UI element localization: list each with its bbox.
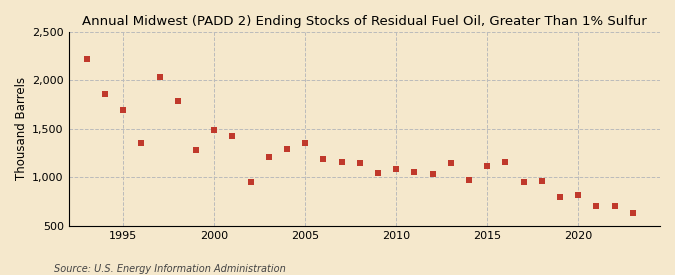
Point xyxy=(482,164,493,168)
Point xyxy=(409,169,420,174)
Point xyxy=(537,179,547,183)
Point xyxy=(300,141,310,146)
Point xyxy=(82,57,92,61)
Point xyxy=(627,211,638,216)
Point xyxy=(555,195,566,199)
Point xyxy=(518,180,529,185)
Point xyxy=(427,171,438,176)
Point xyxy=(190,148,201,152)
Point xyxy=(136,141,147,146)
Point xyxy=(572,193,583,197)
Point xyxy=(336,160,347,164)
Point xyxy=(464,178,475,183)
Point xyxy=(245,180,256,185)
Point xyxy=(227,133,238,138)
Point xyxy=(118,107,129,112)
Point xyxy=(591,204,601,209)
Point xyxy=(391,166,402,171)
Title: Annual Midwest (PADD 2) Ending Stocks of Residual Fuel Oil, Greater Than 1% Sulf: Annual Midwest (PADD 2) Ending Stocks of… xyxy=(82,15,647,28)
Point xyxy=(100,92,111,96)
Point xyxy=(318,157,329,161)
Point xyxy=(263,155,274,159)
Point xyxy=(209,128,219,132)
Point xyxy=(500,160,511,164)
Point xyxy=(373,170,383,175)
Point xyxy=(446,161,456,165)
Point xyxy=(281,147,292,152)
Point xyxy=(172,99,183,103)
Text: Source: U.S. Energy Information Administration: Source: U.S. Energy Information Administ… xyxy=(54,264,286,274)
Y-axis label: Thousand Barrels: Thousand Barrels xyxy=(15,77,28,180)
Point xyxy=(154,74,165,79)
Point xyxy=(354,161,365,165)
Point xyxy=(609,203,620,208)
